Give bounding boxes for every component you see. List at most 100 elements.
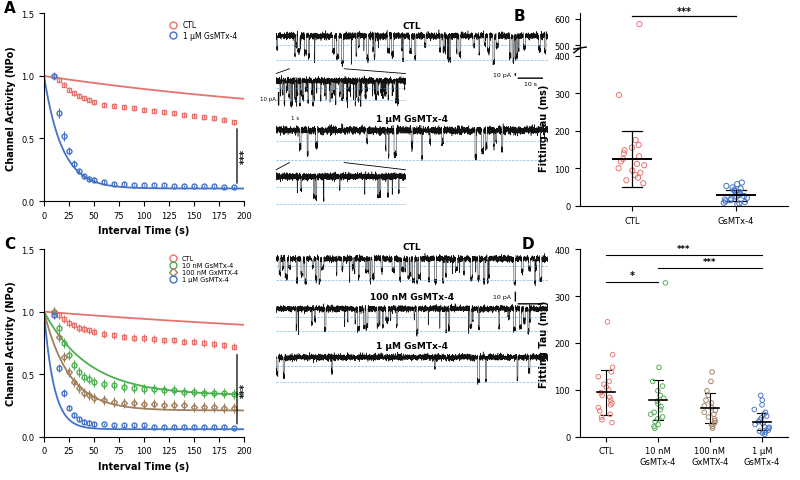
Point [728, 188, 741, 195]
Text: ***: *** [678, 244, 690, 253]
Point [724, 171, 737, 179]
Point [752, 418, 765, 426]
Point [629, 172, 642, 180]
Point [762, 424, 775, 432]
Point [755, 414, 768, 422]
Point [637, 159, 650, 167]
Point [733, 189, 746, 196]
Point [733, 166, 746, 173]
Point [756, 429, 769, 437]
Point [626, 134, 638, 142]
Point [626, 144, 638, 152]
Point [705, 421, 718, 429]
Point [738, 168, 750, 176]
Point [748, 406, 761, 413]
Text: 10 pA: 10 pA [494, 295, 511, 300]
Point [631, 174, 644, 182]
Point [741, 195, 754, 203]
Y-axis label: Fitting Tau (ms): Fitting Tau (ms) [539, 300, 549, 387]
Point [604, 396, 617, 404]
Point [730, 193, 743, 201]
Text: 10 pA: 10 pA [494, 73, 511, 78]
Point [594, 389, 607, 396]
Point [759, 428, 772, 436]
Y-axis label: Channel Activity (NPo): Channel Activity (NPo) [6, 46, 15, 170]
Text: 1 μM GsMTx-4: 1 μM GsMTx-4 [376, 342, 448, 351]
Point [725, 170, 738, 178]
Point [730, 167, 742, 174]
Text: A: A [4, 1, 16, 16]
Point [631, 156, 644, 163]
Text: 1 s: 1 s [291, 116, 299, 121]
Point [720, 183, 733, 191]
Point [731, 174, 744, 182]
Y-axis label: Channel Activity (NPo): Channel Activity (NPo) [6, 281, 15, 406]
Point [630, 137, 642, 144]
Point [606, 399, 618, 407]
Point [730, 190, 742, 197]
Point [760, 412, 773, 420]
Point [706, 424, 719, 432]
Point [706, 368, 718, 376]
Point [698, 408, 710, 416]
Text: ***: *** [239, 382, 250, 397]
Point [637, 180, 650, 188]
Point [731, 201, 744, 209]
Point [649, 424, 662, 432]
Text: B: B [514, 9, 525, 24]
Point [763, 424, 776, 432]
Point [595, 416, 608, 424]
Point [732, 192, 745, 199]
Point [598, 381, 610, 388]
Point [634, 169, 647, 177]
Point [638, 162, 650, 170]
Point [702, 413, 715, 421]
Point [699, 396, 712, 404]
Point [734, 191, 746, 198]
Point [718, 171, 731, 179]
Point [720, 161, 733, 169]
Point [600, 384, 613, 391]
Point [749, 421, 762, 429]
Point [645, 410, 658, 418]
Point [733, 174, 746, 181]
Point [620, 157, 633, 165]
Point [633, 140, 646, 148]
Point [606, 419, 618, 427]
Point [656, 413, 669, 421]
Point [734, 185, 747, 193]
Point [734, 167, 746, 175]
Point [633, 153, 646, 161]
Point [626, 168, 638, 175]
Point [618, 138, 630, 146]
Point [735, 159, 748, 167]
Point [618, 150, 630, 158]
Point [654, 403, 667, 411]
Text: 100 nM GsMTx-4: 100 nM GsMTx-4 [370, 293, 454, 302]
Text: D: D [522, 237, 534, 252]
Point [613, 97, 626, 105]
Point [702, 392, 714, 399]
Point [701, 387, 714, 395]
Point [606, 351, 619, 359]
Point [654, 392, 666, 399]
Point [648, 423, 661, 431]
Point [602, 378, 615, 385]
Point [653, 364, 666, 372]
X-axis label: Interval Time (s): Interval Time (s) [98, 461, 190, 471]
Point [738, 199, 751, 206]
Point [718, 196, 731, 204]
Point [758, 423, 770, 431]
Point [626, 150, 638, 158]
Point [612, 165, 625, 173]
Point [709, 417, 722, 425]
Point [725, 195, 738, 203]
Point [659, 279, 672, 287]
Point [728, 186, 741, 194]
Text: ***: *** [677, 7, 691, 16]
Point [734, 163, 747, 171]
Point [719, 172, 732, 180]
Point [759, 408, 772, 416]
Point [726, 184, 739, 192]
Point [606, 364, 619, 372]
